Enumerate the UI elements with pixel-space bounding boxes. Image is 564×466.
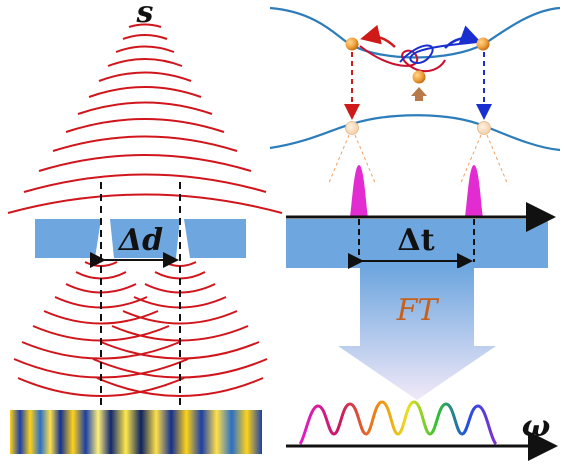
slit-separation-label: Δd	[117, 223, 163, 258]
pulse-right	[465, 165, 483, 217]
atom-right	[476, 37, 490, 51]
blue-curved-arrow	[444, 25, 481, 49]
red-curved-arrow	[360, 24, 396, 48]
frequency-label: ω	[522, 409, 551, 444]
electron-trajectory-loop-blue	[399, 41, 479, 64]
fourier-transform-arrow	[338, 268, 496, 400]
electron-trajectory-loop	[359, 45, 446, 73]
time-delay-label: Δt	[397, 223, 434, 258]
incoming-wavefronts	[7, 23, 283, 214]
double-slit-panel: Δd s	[7, 0, 283, 454]
fourier-transform-label: FT	[396, 293, 440, 328]
slit-guide-lines	[100, 182, 181, 412]
atom-ghost-right	[477, 121, 491, 135]
atom-left	[345, 37, 359, 51]
interference-pattern-screen	[10, 410, 262, 454]
pulse-left	[350, 165, 368, 217]
time-domain-panel: Δt FT ω	[269, 6, 561, 461]
spectrum-curve	[298, 400, 498, 446]
potential-curves	[269, 6, 561, 152]
atom-ghost-left	[345, 121, 359, 135]
excitation-up-arrow-icon	[411, 87, 427, 101]
diffracted-wavefronts	[13, 261, 268, 397]
slit-barrier	[35, 219, 246, 258]
source-label: s	[136, 0, 154, 30]
atom-center	[412, 70, 426, 84]
